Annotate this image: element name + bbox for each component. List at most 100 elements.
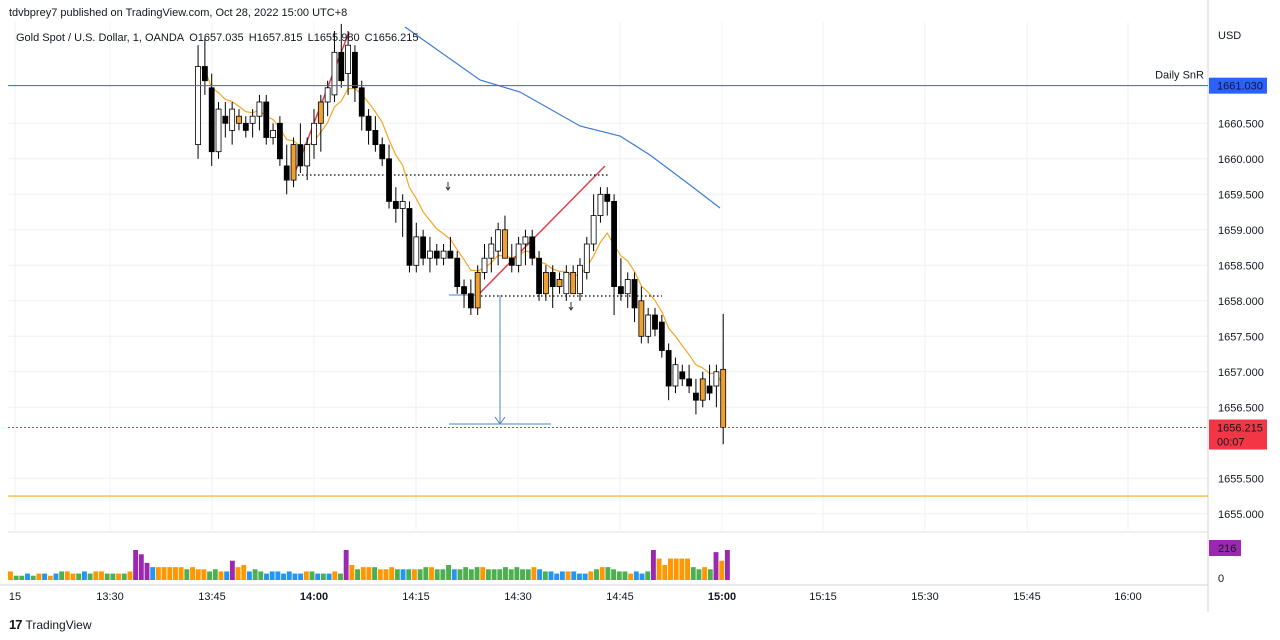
volume-bar xyxy=(53,573,59,580)
volume-bar xyxy=(303,571,309,580)
candle-body xyxy=(352,51,358,89)
volume-bar xyxy=(542,571,548,580)
volume-bar xyxy=(258,571,264,580)
candle-body xyxy=(392,200,399,209)
volume-bar xyxy=(662,565,668,580)
volume-bar xyxy=(349,565,355,580)
candlesticks xyxy=(195,23,727,445)
volume-bar xyxy=(724,550,730,580)
x-tick-label: 15 xyxy=(9,591,21,603)
volume-bar xyxy=(343,550,349,580)
last-price-value: 1656.215 xyxy=(1217,423,1263,435)
volume-bar xyxy=(292,573,298,580)
volume-bar xyxy=(565,571,571,580)
volume-bar xyxy=(338,573,343,580)
volume-bar xyxy=(668,558,673,580)
volume-bar xyxy=(525,569,531,580)
volume-bar xyxy=(246,571,252,580)
moving-averages xyxy=(197,26,724,386)
volume-bar xyxy=(281,573,287,580)
candle-body xyxy=(679,371,686,380)
candle-body xyxy=(652,314,658,330)
volume-bar xyxy=(548,571,554,580)
candle-body xyxy=(447,250,454,259)
volume-bar xyxy=(707,569,713,580)
candle-body xyxy=(611,200,617,287)
currency-label: USD xyxy=(1218,30,1241,42)
volume-bar xyxy=(594,569,599,580)
chart-drawings xyxy=(293,31,662,425)
volume-bar xyxy=(383,569,389,580)
candle-body xyxy=(488,243,495,259)
volume-bars xyxy=(8,550,730,580)
y-tick-label: 1655.500 xyxy=(1218,473,1264,485)
candle-body xyxy=(283,165,290,181)
y-tick-label: 1659.000 xyxy=(1218,225,1264,237)
y-tick-label: 1655.000 xyxy=(1218,509,1264,521)
daily-snr-label: Daily SnR xyxy=(1155,70,1204,82)
y-tick-label: 1657.500 xyxy=(1218,331,1264,343)
candle-body xyxy=(720,368,727,428)
volume-bar xyxy=(195,569,201,580)
volume-bar xyxy=(713,552,719,580)
volume-bar xyxy=(36,573,42,580)
volume-bar xyxy=(264,573,269,580)
candle-body xyxy=(276,122,283,160)
candle-body xyxy=(597,193,604,217)
volume-bar xyxy=(116,573,121,580)
candle-body xyxy=(263,101,270,138)
candle-body xyxy=(317,101,324,124)
volume-bar xyxy=(468,569,474,580)
footer-brand[interactable]: 17 TradingView xyxy=(9,617,92,632)
candle-body xyxy=(502,229,508,259)
volume-bar xyxy=(42,573,48,580)
volume-bar xyxy=(133,550,139,580)
volume-bar xyxy=(440,569,446,580)
x-tick-label: 16:00 xyxy=(1114,591,1142,603)
candle-body xyxy=(672,364,679,387)
volume-bar xyxy=(70,573,76,580)
volume-bar xyxy=(696,569,702,580)
volume-bar xyxy=(650,550,656,580)
candle-body xyxy=(324,87,331,103)
volume-bar xyxy=(491,569,497,580)
candle-body xyxy=(665,350,672,387)
volume-bar xyxy=(633,571,639,580)
candle-body xyxy=(270,129,276,138)
candle-body xyxy=(570,271,577,295)
brand-name: TradingView xyxy=(25,617,92,632)
candle-body xyxy=(201,66,208,82)
volume-bar xyxy=(127,571,133,580)
volume-bar xyxy=(99,571,104,580)
candle-body xyxy=(413,236,420,266)
volume-bar xyxy=(326,573,332,580)
last-price-tag xyxy=(1209,419,1267,450)
volume-bar xyxy=(81,571,87,580)
volume-bar xyxy=(275,571,281,580)
symbol-legend[interactable]: Gold Spot / U.S. Dollar, 1, OANDA O1657.… xyxy=(16,32,420,44)
x-tick-label: 14:45 xyxy=(606,591,634,603)
volume-bar xyxy=(121,573,127,580)
x-tick-label: 13:30 xyxy=(96,591,124,603)
candle-body xyxy=(713,371,720,387)
volume-bar xyxy=(366,567,372,580)
candle-body xyxy=(706,385,713,394)
candle-body xyxy=(365,115,372,131)
candle-body xyxy=(522,236,529,245)
volume-bar xyxy=(417,569,423,580)
wedge-line-2 xyxy=(476,165,606,297)
y-tick-label: 1656.500 xyxy=(1218,402,1264,414)
volume-last-value: 216 xyxy=(1218,543,1236,555)
volume-bar xyxy=(30,575,36,580)
volume-bar xyxy=(207,571,213,580)
candle-body xyxy=(686,378,692,387)
volume-bar xyxy=(423,567,429,580)
volume-bar xyxy=(218,571,224,580)
x-tick-label: 14:30 xyxy=(504,591,532,603)
volume-bar xyxy=(406,569,412,580)
candle-body xyxy=(563,271,570,295)
volume-bar xyxy=(622,571,628,580)
volume-bar xyxy=(611,569,617,580)
volume-bar xyxy=(446,565,452,580)
